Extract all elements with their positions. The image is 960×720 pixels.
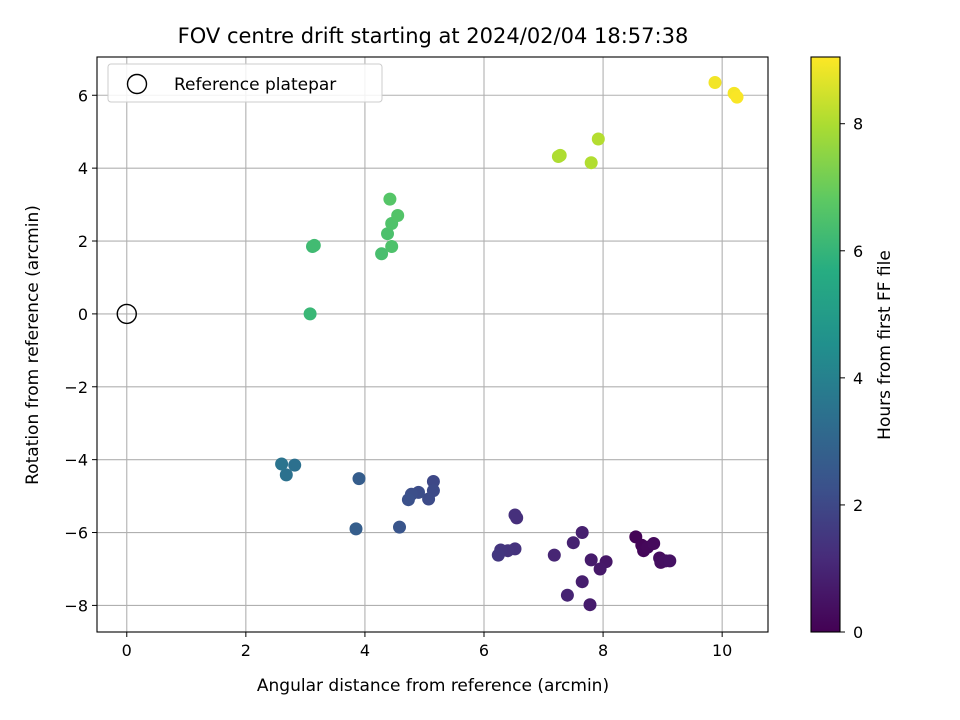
y-tick-label: 4 [78, 159, 88, 178]
legend-label: Reference platepar [174, 75, 336, 95]
x-axis-label: Angular distance from reference (arcmin) [257, 676, 609, 696]
data-point [349, 522, 363, 536]
data-point [275, 457, 289, 471]
legend: Reference platepar [107, 63, 383, 103]
y-axis-label: Rotation from reference (arcmin) [23, 205, 43, 485]
data-point [352, 472, 366, 486]
y-tick-label: 0 [78, 305, 88, 324]
data-point [385, 240, 399, 253]
data-point [508, 508, 522, 522]
x-axis-ticks: 0 2 4 6 8 10 [122, 632, 732, 660]
legend-box [107, 63, 383, 103]
data-point [401, 493, 415, 507]
chart-title: FOV centre drift starting at 2024/02/04 … [178, 24, 689, 48]
data-point [279, 468, 293, 482]
data-point [381, 227, 394, 241]
data-point [730, 90, 744, 104]
data-point [560, 588, 574, 602]
data-points [275, 76, 744, 612]
colorbar-gradient [811, 57, 840, 632]
data-point [584, 156, 598, 170]
x-tick-label: 10 [712, 641, 732, 660]
data-point [575, 526, 589, 539]
data-point [708, 76, 722, 89]
colorbar-label: Hours from first FF file [875, 250, 895, 440]
x-tick-label: 4 [360, 641, 370, 660]
data-point [393, 520, 406, 534]
y-tick-label: −6 [64, 524, 88, 543]
data-point [391, 209, 405, 222]
data-point [426, 475, 440, 488]
colorbar-tick-label: 8 [853, 115, 863, 134]
y-tick-label: −4 [64, 451, 88, 470]
data-point [575, 575, 589, 589]
colorbar: 0 2 4 6 8 Hours from first FF file [810, 56, 895, 642]
colorbar-tick-label: 0 [853, 623, 863, 642]
data-point [491, 548, 505, 562]
colorbar-ticks: 0 2 4 6 8 [840, 115, 863, 642]
data-point [647, 537, 661, 550]
reference-marker [116, 303, 137, 325]
x-tick-label: 6 [479, 641, 489, 660]
y-tick-label: 6 [78, 86, 88, 105]
data-point [593, 562, 607, 576]
data-point [566, 536, 580, 550]
grid [97, 57, 768, 632]
data-point [307, 238, 321, 252]
x-tick-label: 8 [598, 641, 608, 660]
y-tick-label: −2 [64, 378, 88, 397]
data-point [584, 553, 598, 567]
data-point [288, 458, 302, 472]
y-tick-label: −8 [64, 596, 88, 615]
y-axis-ticks: −8 −6 −4 −2 0 2 4 6 [64, 86, 97, 615]
data-point [375, 247, 389, 261]
data-point [547, 548, 561, 562]
data-point [663, 554, 677, 568]
data-point [553, 148, 567, 162]
colorbar-frame [810, 56, 841, 633]
colorbar-tick-label: 4 [853, 369, 863, 388]
data-point [422, 492, 436, 506]
data-point [583, 598, 597, 612]
colorbar-tick-label: 6 [853, 242, 863, 261]
data-point [383, 192, 397, 206]
data-point [303, 307, 317, 321]
reference-marker-group [116, 303, 137, 325]
colorbar-tick-label: 2 [853, 496, 863, 515]
plot-frame [96, 56, 769, 633]
y-tick-label: 2 [78, 232, 88, 251]
x-tick-label: 2 [241, 641, 251, 660]
x-tick-label: 0 [122, 641, 132, 660]
data-point [591, 132, 605, 146]
legend-reference-marker [126, 73, 148, 95]
